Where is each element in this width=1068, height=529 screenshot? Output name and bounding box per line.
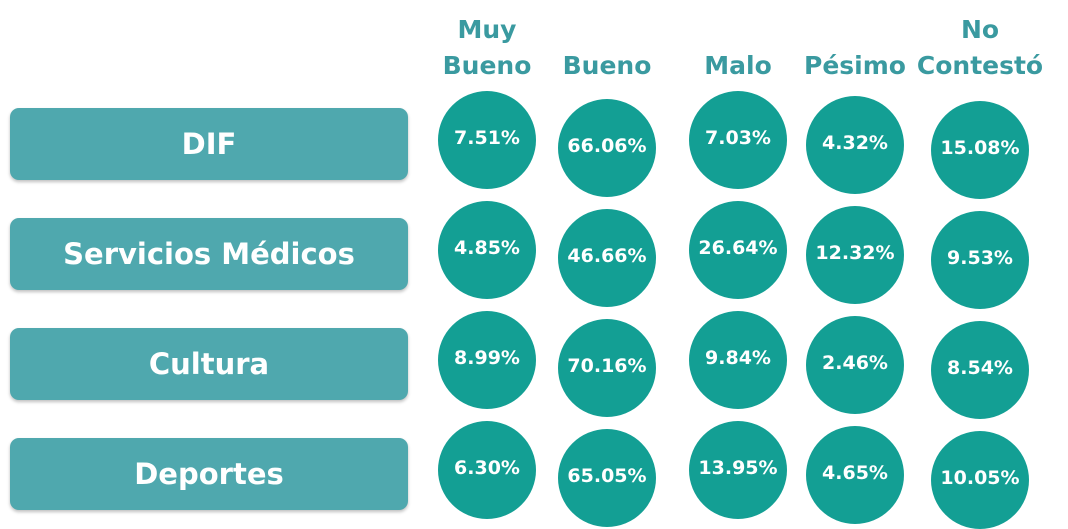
value-circle: 6.30%	[438, 421, 536, 519]
value-circle: 26.64%	[689, 201, 787, 299]
value-circle: 10.05%	[931, 431, 1029, 529]
row-label: DIF	[10, 108, 408, 180]
value-circle: 7.03%	[689, 91, 787, 189]
header-line: Contestó	[916, 51, 1044, 80]
column-header: Muy Bueno	[407, 12, 567, 84]
value-circle: 13.95%	[689, 421, 787, 519]
header-line: Pésimo	[804, 51, 906, 80]
header-line: Bueno	[562, 51, 652, 80]
value-circle: 7.51%	[438, 91, 536, 189]
column-header: Malo	[658, 48, 818, 84]
value-circle: 4.32%	[806, 96, 904, 194]
value-circle: 2.46%	[806, 316, 904, 414]
value-circle: 4.85%	[438, 201, 536, 299]
value-circle: 65.05%	[558, 429, 656, 527]
column-header: No Contestó	[900, 12, 1060, 84]
value-circle: 9.53%	[931, 211, 1029, 309]
value-circle: 9.84%	[689, 311, 787, 409]
row-label: Deportes	[10, 438, 408, 510]
header-line: Muy	[457, 15, 517, 44]
column-header: Bueno	[527, 48, 687, 84]
header-line: Bueno	[442, 51, 532, 80]
header-line: Malo	[704, 51, 772, 80]
row-label: Servicios Médicos	[10, 218, 408, 290]
value-circle: 4.65%	[806, 426, 904, 524]
value-circle: 46.66%	[558, 209, 656, 307]
value-circle: 15.08%	[931, 101, 1029, 199]
value-circle: 70.16%	[558, 319, 656, 417]
value-circle: 8.54%	[931, 321, 1029, 419]
row-label: Cultura	[10, 328, 408, 400]
header-line: No	[960, 15, 1000, 44]
value-circle: 12.32%	[806, 206, 904, 304]
value-circle: 66.06%	[558, 99, 656, 197]
value-circle: 8.99%	[438, 311, 536, 409]
column-header: Pésimo	[775, 48, 935, 84]
